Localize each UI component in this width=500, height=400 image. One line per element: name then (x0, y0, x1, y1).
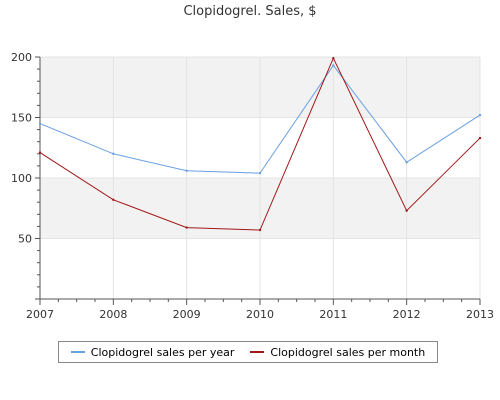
data-point (258, 228, 262, 232)
x-tick-label: 2011 (319, 308, 347, 321)
legend-item-yearly: Clopidogrel sales per year (70, 345, 235, 359)
x-tick-label: 2007 (26, 308, 54, 321)
data-point (405, 161, 408, 164)
legend-label-yearly: Clopidogrel sales per year (90, 345, 235, 359)
data-point (332, 64, 335, 67)
x-tick-label: 2013 (466, 308, 494, 321)
data-point (185, 226, 188, 229)
x-tick-label: 2008 (99, 308, 127, 321)
data-point (112, 198, 115, 201)
data-point (112, 152, 115, 155)
data-point (405, 209, 408, 212)
legend: Clopidogrel sales per year Clopidogrel s… (58, 341, 438, 363)
y-tick-label: 150 (11, 112, 32, 125)
legend-swatch-yearly (70, 351, 85, 353)
data-point (258, 171, 262, 175)
data-point (478, 113, 482, 117)
x-tick-label: 2012 (393, 308, 421, 321)
y-tick-label: 50 (18, 233, 32, 246)
data-point (38, 122, 42, 125)
x-tick-label: 2009 (173, 308, 201, 321)
chart-title: Clopidogrel. Sales, $ (183, 4, 317, 19)
legend-label-monthly: Clopidogrel sales per month (270, 345, 426, 359)
data-point (185, 169, 188, 172)
legend-swatch-monthly (250, 351, 265, 353)
data-point (332, 57, 335, 60)
x-tick-label: 2010 (246, 308, 274, 321)
y-tick-label: 100 (11, 172, 32, 185)
data-point (478, 136, 482, 140)
legend-item-monthly: Clopidogrel sales per month (250, 346, 425, 359)
y-tick-label: 200 (11, 51, 32, 64)
data-point (38, 151, 42, 154)
